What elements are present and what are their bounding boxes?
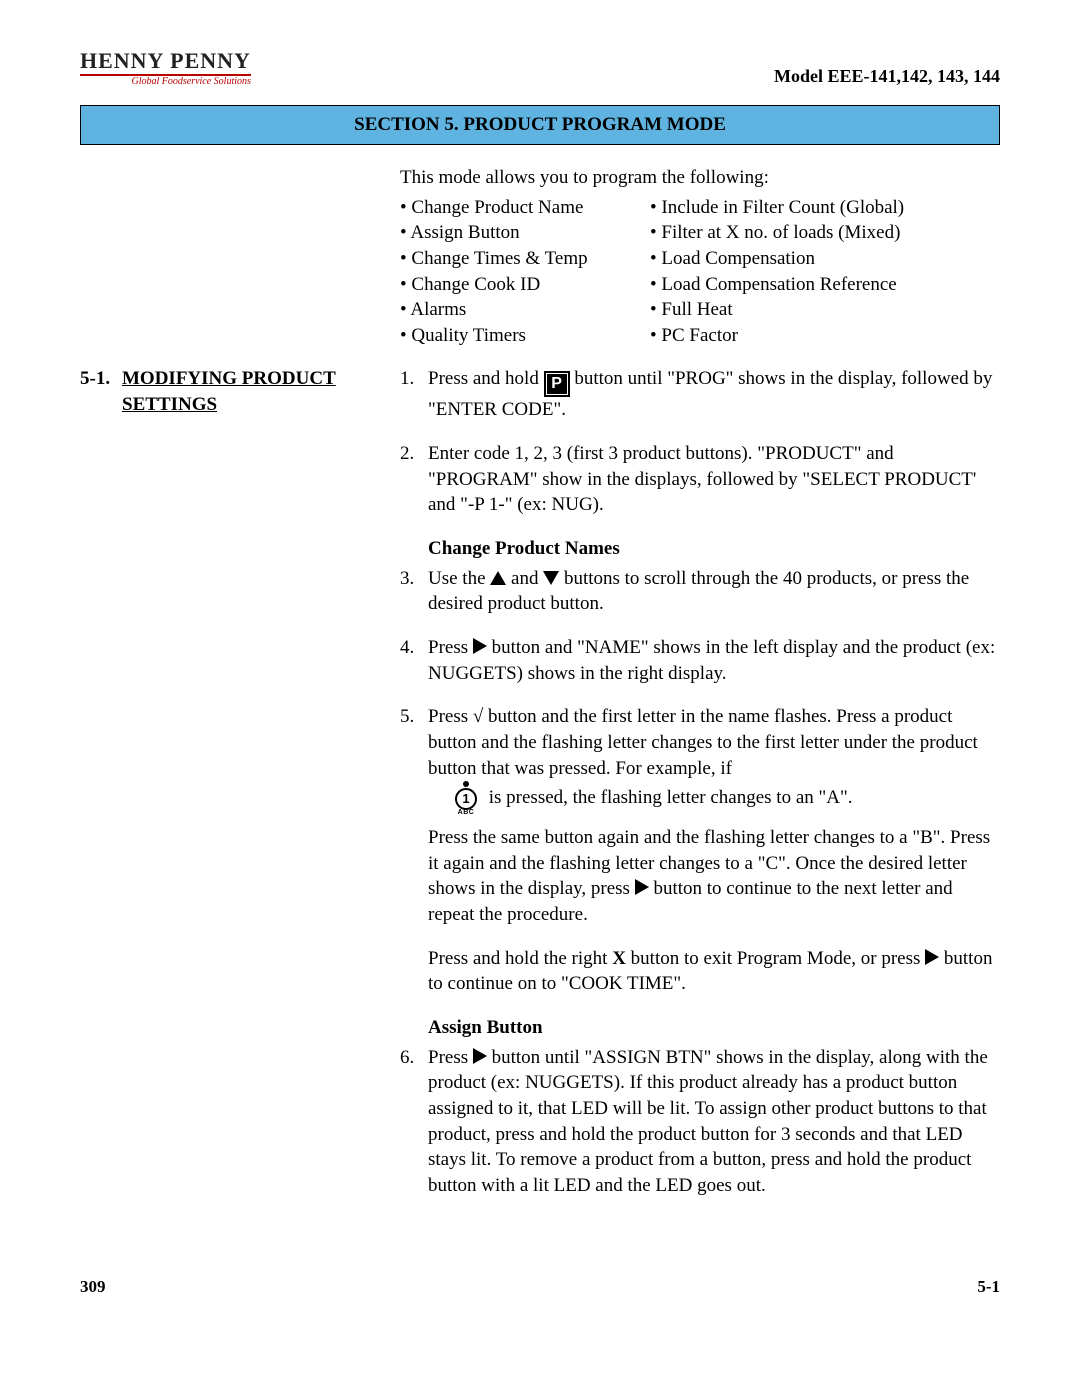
subheading-change-names: Change Product Names [428, 536, 1000, 562]
right-arrow-icon [925, 949, 939, 965]
bullet-item: • Load Compensation Reference [650, 272, 1000, 298]
bullets-right-col: • Include in Filter Count (Global) • Fil… [650, 195, 1000, 349]
step-number: 6. [400, 1045, 428, 1199]
step-5-note: Press and hold the right X button to exi… [428, 946, 1000, 997]
step-number: 1. [400, 366, 428, 423]
model-number: Model EEE-141,142, 143, 144 [774, 66, 1000, 87]
right-arrow-icon [635, 879, 649, 895]
bullet-item: • Quality Timers [400, 323, 620, 349]
brand-logo: HENNY PENNY Global Foodservice Solutions [80, 50, 251, 87]
subsection-heading: 5-1.MODIFYING PRODUCT SETTINGS [80, 366, 380, 417]
manual-page: HENNY PENNY Global Foodservice Solutions… [0, 0, 1080, 1337]
down-arrow-icon [543, 571, 559, 585]
bullet-item: • Change Times & Temp [400, 246, 620, 272]
sidebar-heading-block: 5-1.MODIFYING PRODUCT SETTINGS [80, 366, 380, 1216]
step-number: 3. [400, 566, 428, 617]
intro-text: This mode allows you to program the foll… [400, 165, 1000, 191]
right-arrow-icon [473, 1048, 487, 1064]
step-2: 2. Enter code 1, 2, 3 (first 3 product b… [400, 441, 1000, 518]
step-6: 6. Press button until "ASSIGN BTN" shows… [400, 1045, 1000, 1199]
subheading-assign-button: Assign Button [428, 1015, 1000, 1041]
bullet-item: • Alarms [400, 297, 620, 323]
bullet-item: • Change Cook ID [400, 272, 620, 298]
right-arrow-icon [473, 638, 487, 654]
step-number: 5. [400, 704, 428, 927]
step-number: 2. [400, 441, 428, 518]
bullets-left-col: • Change Product Name • Assign Button • … [400, 195, 620, 349]
page-header: HENNY PENNY Global Foodservice Solutions… [80, 50, 1000, 87]
step-4: 4. Press button and "NAME" shows in the … [400, 635, 1000, 686]
section-title-bar: SECTION 5. PRODUCT PROGRAM MODE [80, 105, 1000, 145]
steps-column: 1. Press and hold P button until "PROG" … [400, 366, 1000, 1216]
page-footer: 309 5-1 [80, 1277, 1000, 1297]
up-arrow-icon [490, 571, 506, 585]
step-3: 3. Use the and buttons to scroll through… [400, 566, 1000, 617]
product-1-button-icon: 1 ABC [452, 781, 480, 815]
bullet-item: • Filter at X no. of loads (Mixed) [650, 220, 1000, 246]
bullet-item: • Full Heat [650, 297, 1000, 323]
footer-left: 309 [80, 1277, 106, 1297]
bullet-item: • Include in Filter Count (Global) [650, 195, 1000, 221]
step-5: 5. Press √ button and the first letter i… [400, 704, 1000, 927]
step-number: 4. [400, 635, 428, 686]
intro-block: This mode allows you to program the foll… [400, 165, 1000, 366]
footer-right: 5-1 [977, 1277, 1000, 1297]
bullet-item: • Change Product Name [400, 195, 620, 221]
p-button-icon: P [544, 371, 570, 397]
bullet-item: • Assign Button [400, 220, 620, 246]
logo-main-text: HENNY PENNY [80, 50, 251, 76]
feature-bullets: • Change Product Name • Assign Button • … [400, 195, 1000, 349]
bullet-item: • PC Factor [650, 323, 1000, 349]
logo-tagline: Global Foodservice Solutions [80, 77, 251, 87]
bullet-item: • Load Compensation [650, 246, 1000, 272]
content-grid: This mode allows you to program the foll… [80, 165, 1000, 1217]
step-1: 1. Press and hold P button until "PROG" … [400, 366, 1000, 423]
